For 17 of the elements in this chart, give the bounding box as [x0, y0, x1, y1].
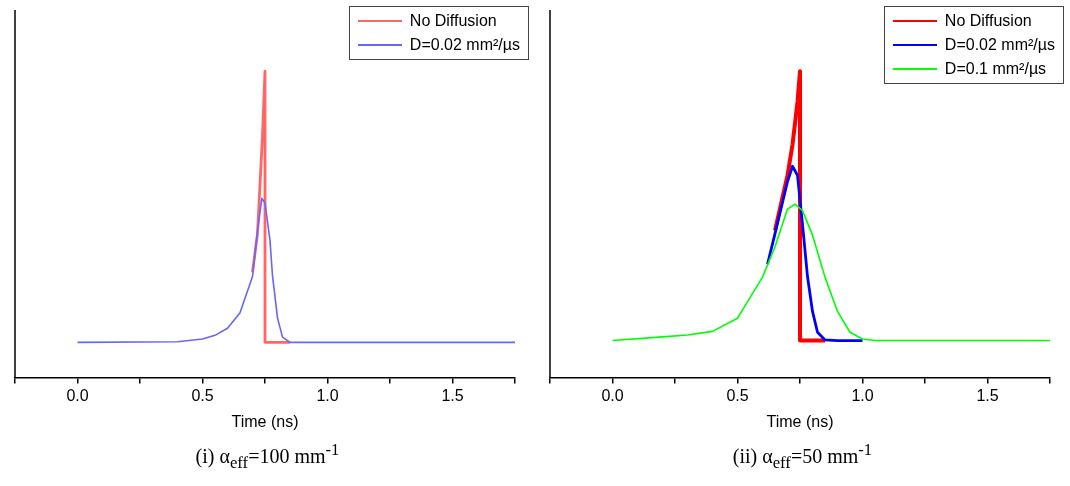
x-axis-title: Time (ns)	[231, 412, 299, 430]
legend-label: D=0.02 mm²/µs	[409, 36, 520, 54]
x-tick-label: 1.5	[441, 386, 464, 404]
legend-label: No Diffusion	[409, 12, 497, 30]
x-axis-title: Time (ns)	[766, 412, 834, 430]
x-tick-label: 1.0	[316, 386, 339, 404]
x-tick-label: 0.0	[601, 386, 624, 404]
x-tick-label: 0.5	[726, 386, 749, 404]
legend-label: D=0.1 mm²/µs	[944, 60, 1047, 78]
text: (ii) α$_{eff}$=50 mm$^{-1}$	[731, 440, 874, 473]
x-tick-label: 0.0	[66, 386, 89, 404]
legend-label: No Diffusion	[944, 12, 1032, 30]
legend-label: D=0.02 mm²/µs	[944, 36, 1055, 54]
x-tick-label: 0.5	[191, 386, 214, 404]
text: (i) α$_{eff}$=100 mm$^{-1}$	[194, 440, 341, 473]
x-tick-label: 1.0	[851, 386, 874, 404]
x-tick-label: 1.5	[976, 386, 999, 404]
